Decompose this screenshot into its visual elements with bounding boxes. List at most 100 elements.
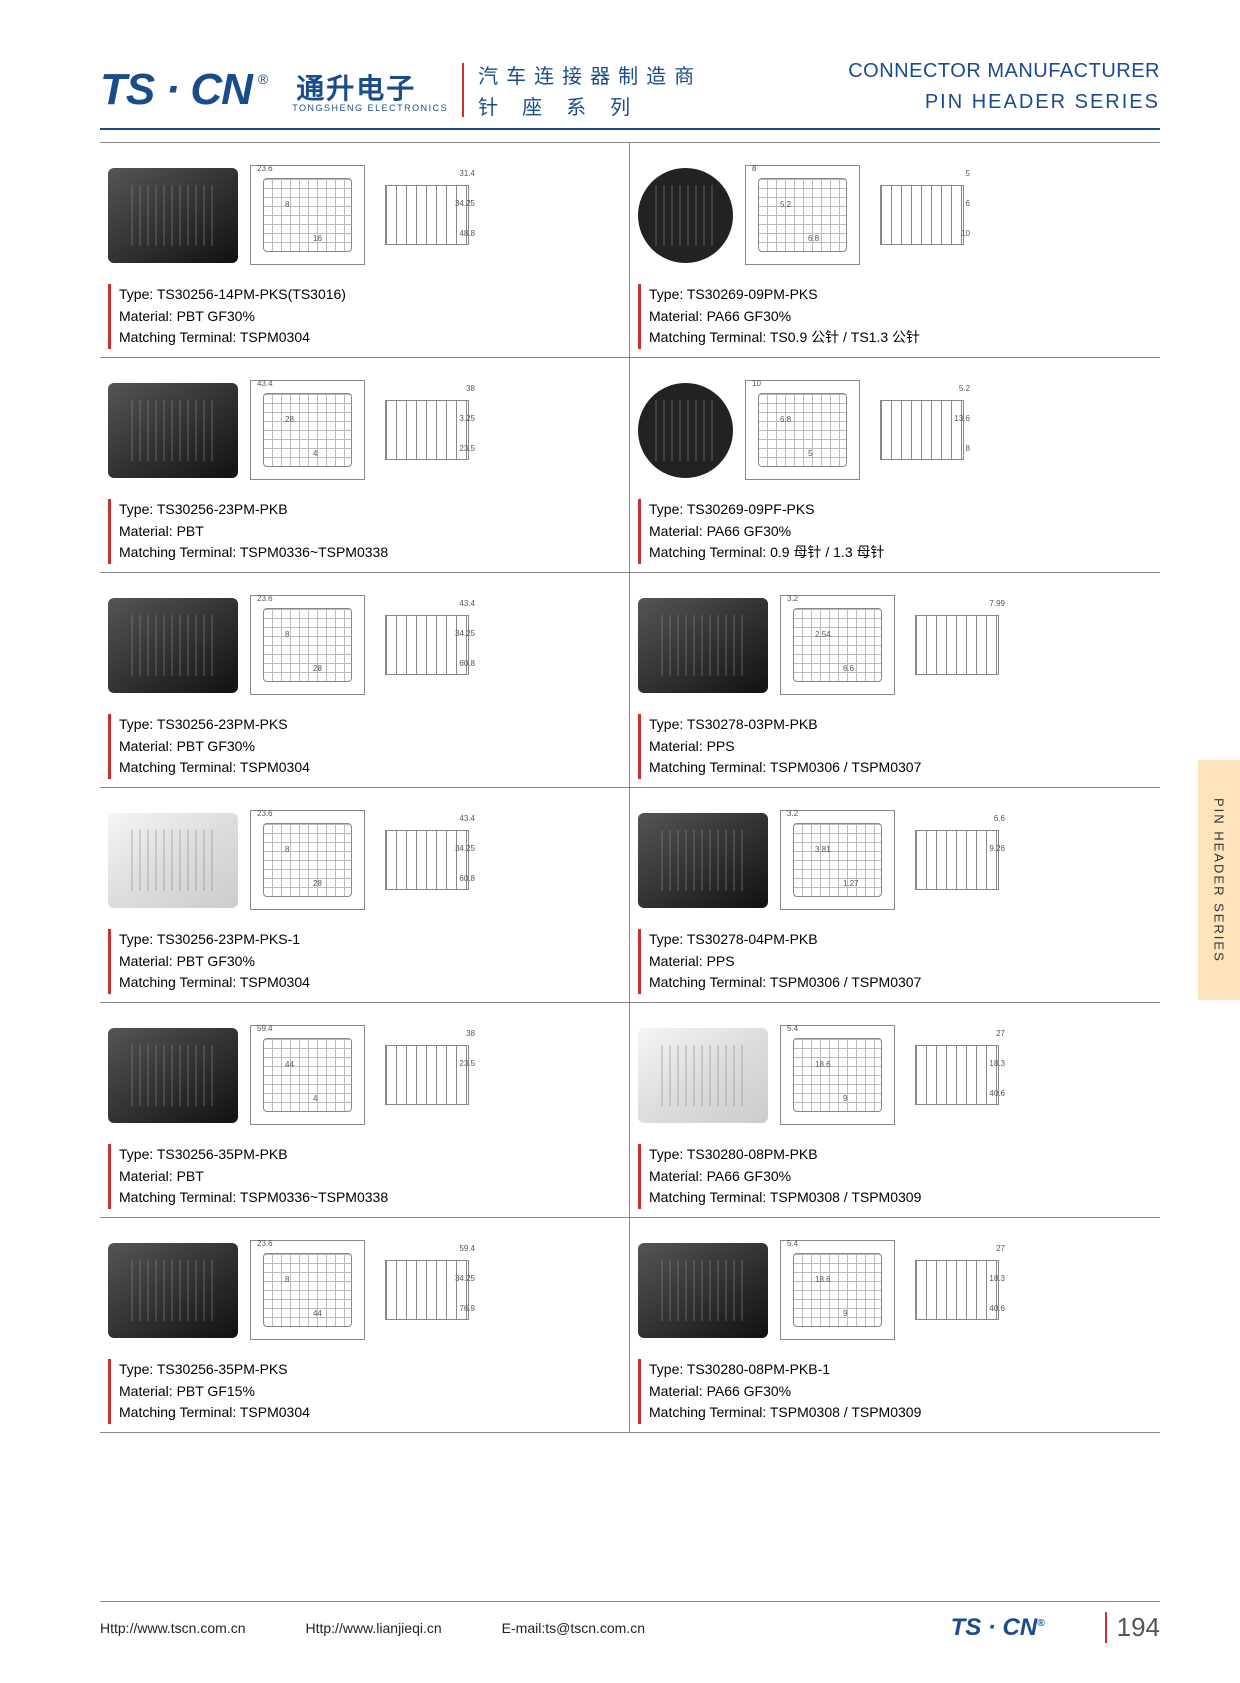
dimension-label: 5.4	[787, 1239, 798, 1248]
product-images: 23.682843.434.2560.8	[108, 583, 621, 714]
dimension-label: 10	[752, 379, 761, 388]
product-diagram-front: 85.26.8	[745, 165, 860, 265]
product-images: 85.26.8 5 6 10	[638, 153, 1152, 284]
product-cell: 23.682843.434.2560.8Type: TS30256-23PM-P…	[100, 788, 630, 1003]
logo-cn: 通升电子	[296, 67, 448, 107]
logo-cn-col: 通升电子 TONGSHENG ELECTRONICS	[292, 67, 448, 113]
dimension-label: 13.6	[954, 414, 970, 423]
product-spec: Type: TS30280-08PM-PKB-1Material: PA66 G…	[638, 1359, 1152, 1424]
product-images: 23.684459.434.2576.9	[108, 1228, 621, 1359]
dimension-label: 9.26	[989, 844, 1005, 853]
spec-terminal: Matching Terminal: TS0.9 公针 / TS1.3 公针	[649, 327, 1152, 349]
dimension-label: 23.5	[459, 444, 475, 453]
product-photo	[638, 813, 768, 908]
spec-terminal: Matching Terminal: TSPM0336~TSPM0338	[119, 1187, 621, 1209]
product-images: 23.6816 31.4 34.25 48.8	[108, 153, 621, 284]
dimension-label: 18.6	[815, 1275, 831, 1284]
spec-terminal: Matching Terminal: TSPM0308 / TSPM0309	[649, 1402, 1152, 1424]
spec-type: Type: TS30256-23PM-PKS-1	[119, 929, 621, 951]
dimension-label: 27	[996, 1244, 1005, 1253]
spec-material: Material: PPS	[649, 736, 1152, 758]
dimension-label: 8	[285, 200, 289, 209]
dimension-label: 48.8	[459, 229, 475, 238]
dimension-label: 34.25	[455, 844, 475, 853]
header-separator	[462, 63, 464, 117]
page-number: 194	[1105, 1612, 1160, 1643]
dimension-label: 6.6	[843, 664, 854, 673]
dimension-label: 28	[285, 415, 294, 424]
spec-material: Material: PA66 GF30%	[649, 1381, 1152, 1403]
product-diagram-front: 23.6816	[250, 165, 365, 265]
spec-material: Material: PBT GF30%	[119, 736, 621, 758]
product-spec: Type: TS30256-23PM-PKSMaterial: PBT GF30…	[108, 714, 621, 779]
logo-block: TS · CN ®	[100, 65, 268, 115]
product-spec: Type: TS30256-35PM-PKBMaterial: PBTMatch…	[108, 1144, 621, 1209]
spec-material: Material: PA66 GF30%	[649, 521, 1152, 543]
dimension-label: 9	[843, 1094, 847, 1103]
dimension-label: 8	[752, 164, 756, 173]
product-cell: 23.6816 31.4 34.25 48.8 Type: TS30256-14PM-P…	[100, 143, 630, 358]
spec-type: Type: TS30280-08PM-PKB	[649, 1144, 1152, 1166]
dimension-label: 23.6	[257, 594, 273, 603]
dimension-label: 31.4	[459, 169, 475, 178]
product-spec: Type: TS30256-14PM-PKS(TS3016)Material: …	[108, 284, 621, 349]
dimension-label: 1.27	[843, 879, 859, 888]
spec-material: Material: PPS	[649, 951, 1152, 973]
header-cn-1: 汽车连接器制造商	[478, 60, 702, 89]
spec-terminal: Matching Terminal: TSPM0304	[119, 327, 621, 349]
spec-terminal: Matching Terminal: TSPM0304	[119, 1402, 621, 1424]
spec-material: Material: PA66 GF30%	[649, 1166, 1152, 1188]
dimension-label: 3.81	[815, 845, 831, 854]
product-images: 3.22.546.67.99	[638, 583, 1152, 714]
product-images: 43.4284383.2523.5	[108, 368, 621, 499]
header-en-2: PIN HEADER SERIES	[925, 91, 1160, 120]
footer-email: E-mail:ts@tscn.com.cn	[502, 1620, 645, 1636]
spec-type: Type: TS30278-04PM-PKB	[649, 929, 1152, 951]
product-cell: 59.44443823.5Type: TS30256-35PM-PKBMater…	[100, 1003, 630, 1218]
dimension-label: 6	[966, 199, 970, 208]
dimension-label: 44	[285, 1060, 294, 1069]
product-diagram-front: 5.418.69	[780, 1025, 895, 1125]
product-cell: 3.23.811.276.69.26Type: TS30278-04PM-PKB…	[630, 788, 1160, 1003]
product-diagram-side: 31.4 34.25 48.8	[377, 165, 477, 265]
dimension-label: 4	[313, 449, 317, 458]
product-photo	[638, 1028, 768, 1123]
dimension-label: 10	[961, 229, 970, 238]
product-photo	[638, 1243, 768, 1338]
product-spec: Type: TS30278-03PM-PKBMaterial: PPSMatch…	[638, 714, 1152, 779]
footer-url-1: Http://www.tscn.com.cn	[100, 1620, 245, 1636]
page-header: TS · CN ® 通升电子 TONGSHENG ELECTRONICS 汽车连…	[100, 60, 1160, 130]
page-footer: Http://www.tscn.com.cn Http://www.lianji…	[100, 1601, 1160, 1643]
dimension-label: 5	[966, 169, 970, 178]
product-photo	[638, 168, 733, 263]
side-tab: PIN HEADER SERIES	[1198, 760, 1240, 1000]
dimension-label: 60.8	[459, 659, 475, 668]
dimension-label: 23.6	[257, 1239, 273, 1248]
logo-sub: TONGSHENG ELECTRONICS	[292, 103, 448, 113]
dimension-label: 5.2	[959, 384, 970, 393]
dimension-label: 28	[313, 664, 322, 673]
dimension-label: 34.25	[455, 199, 475, 208]
product-diagram-side: 59.434.2576.9	[377, 1240, 477, 1340]
dimension-label: 8	[285, 630, 289, 639]
product-images: 5.418.692718.340.6	[638, 1228, 1152, 1359]
footer-logo-text: TS · CN	[951, 1614, 1038, 1641]
dimension-label: 28	[313, 879, 322, 888]
product-cell: 106.855.213.68Type: TS30269-09PF-PKSMate…	[630, 358, 1160, 573]
header-cn-2: 针座系列	[478, 91, 654, 120]
spec-type: Type: TS30256-35PM-PKB	[119, 1144, 621, 1166]
spec-type: Type: TS30256-23PM-PKS	[119, 714, 621, 736]
product-diagram-side: 3823.5	[377, 1025, 477, 1125]
dimension-label: 43.4	[459, 599, 475, 608]
footer-reg: ®	[1037, 1618, 1044, 1629]
product-diagram-front: 43.4284	[250, 380, 365, 480]
spec-type: Type: TS30280-08PM-PKB-1	[649, 1359, 1152, 1381]
dimension-label: 6.8	[780, 415, 791, 424]
spec-material: Material: PA66 GF30%	[649, 306, 1152, 328]
product-grid: 23.6816 31.4 34.25 48.8 Type: TS30256-14PM-P…	[100, 142, 1160, 1433]
dimension-label: 18.3	[989, 1059, 1005, 1068]
spec-type: Type: TS30256-23PM-PKB	[119, 499, 621, 521]
product-photo	[638, 598, 768, 693]
product-cell: 5.418.692718.340.6Type: TS30280-08PM-PKB…	[630, 1218, 1160, 1433]
product-diagram-front: 106.85	[745, 380, 860, 480]
